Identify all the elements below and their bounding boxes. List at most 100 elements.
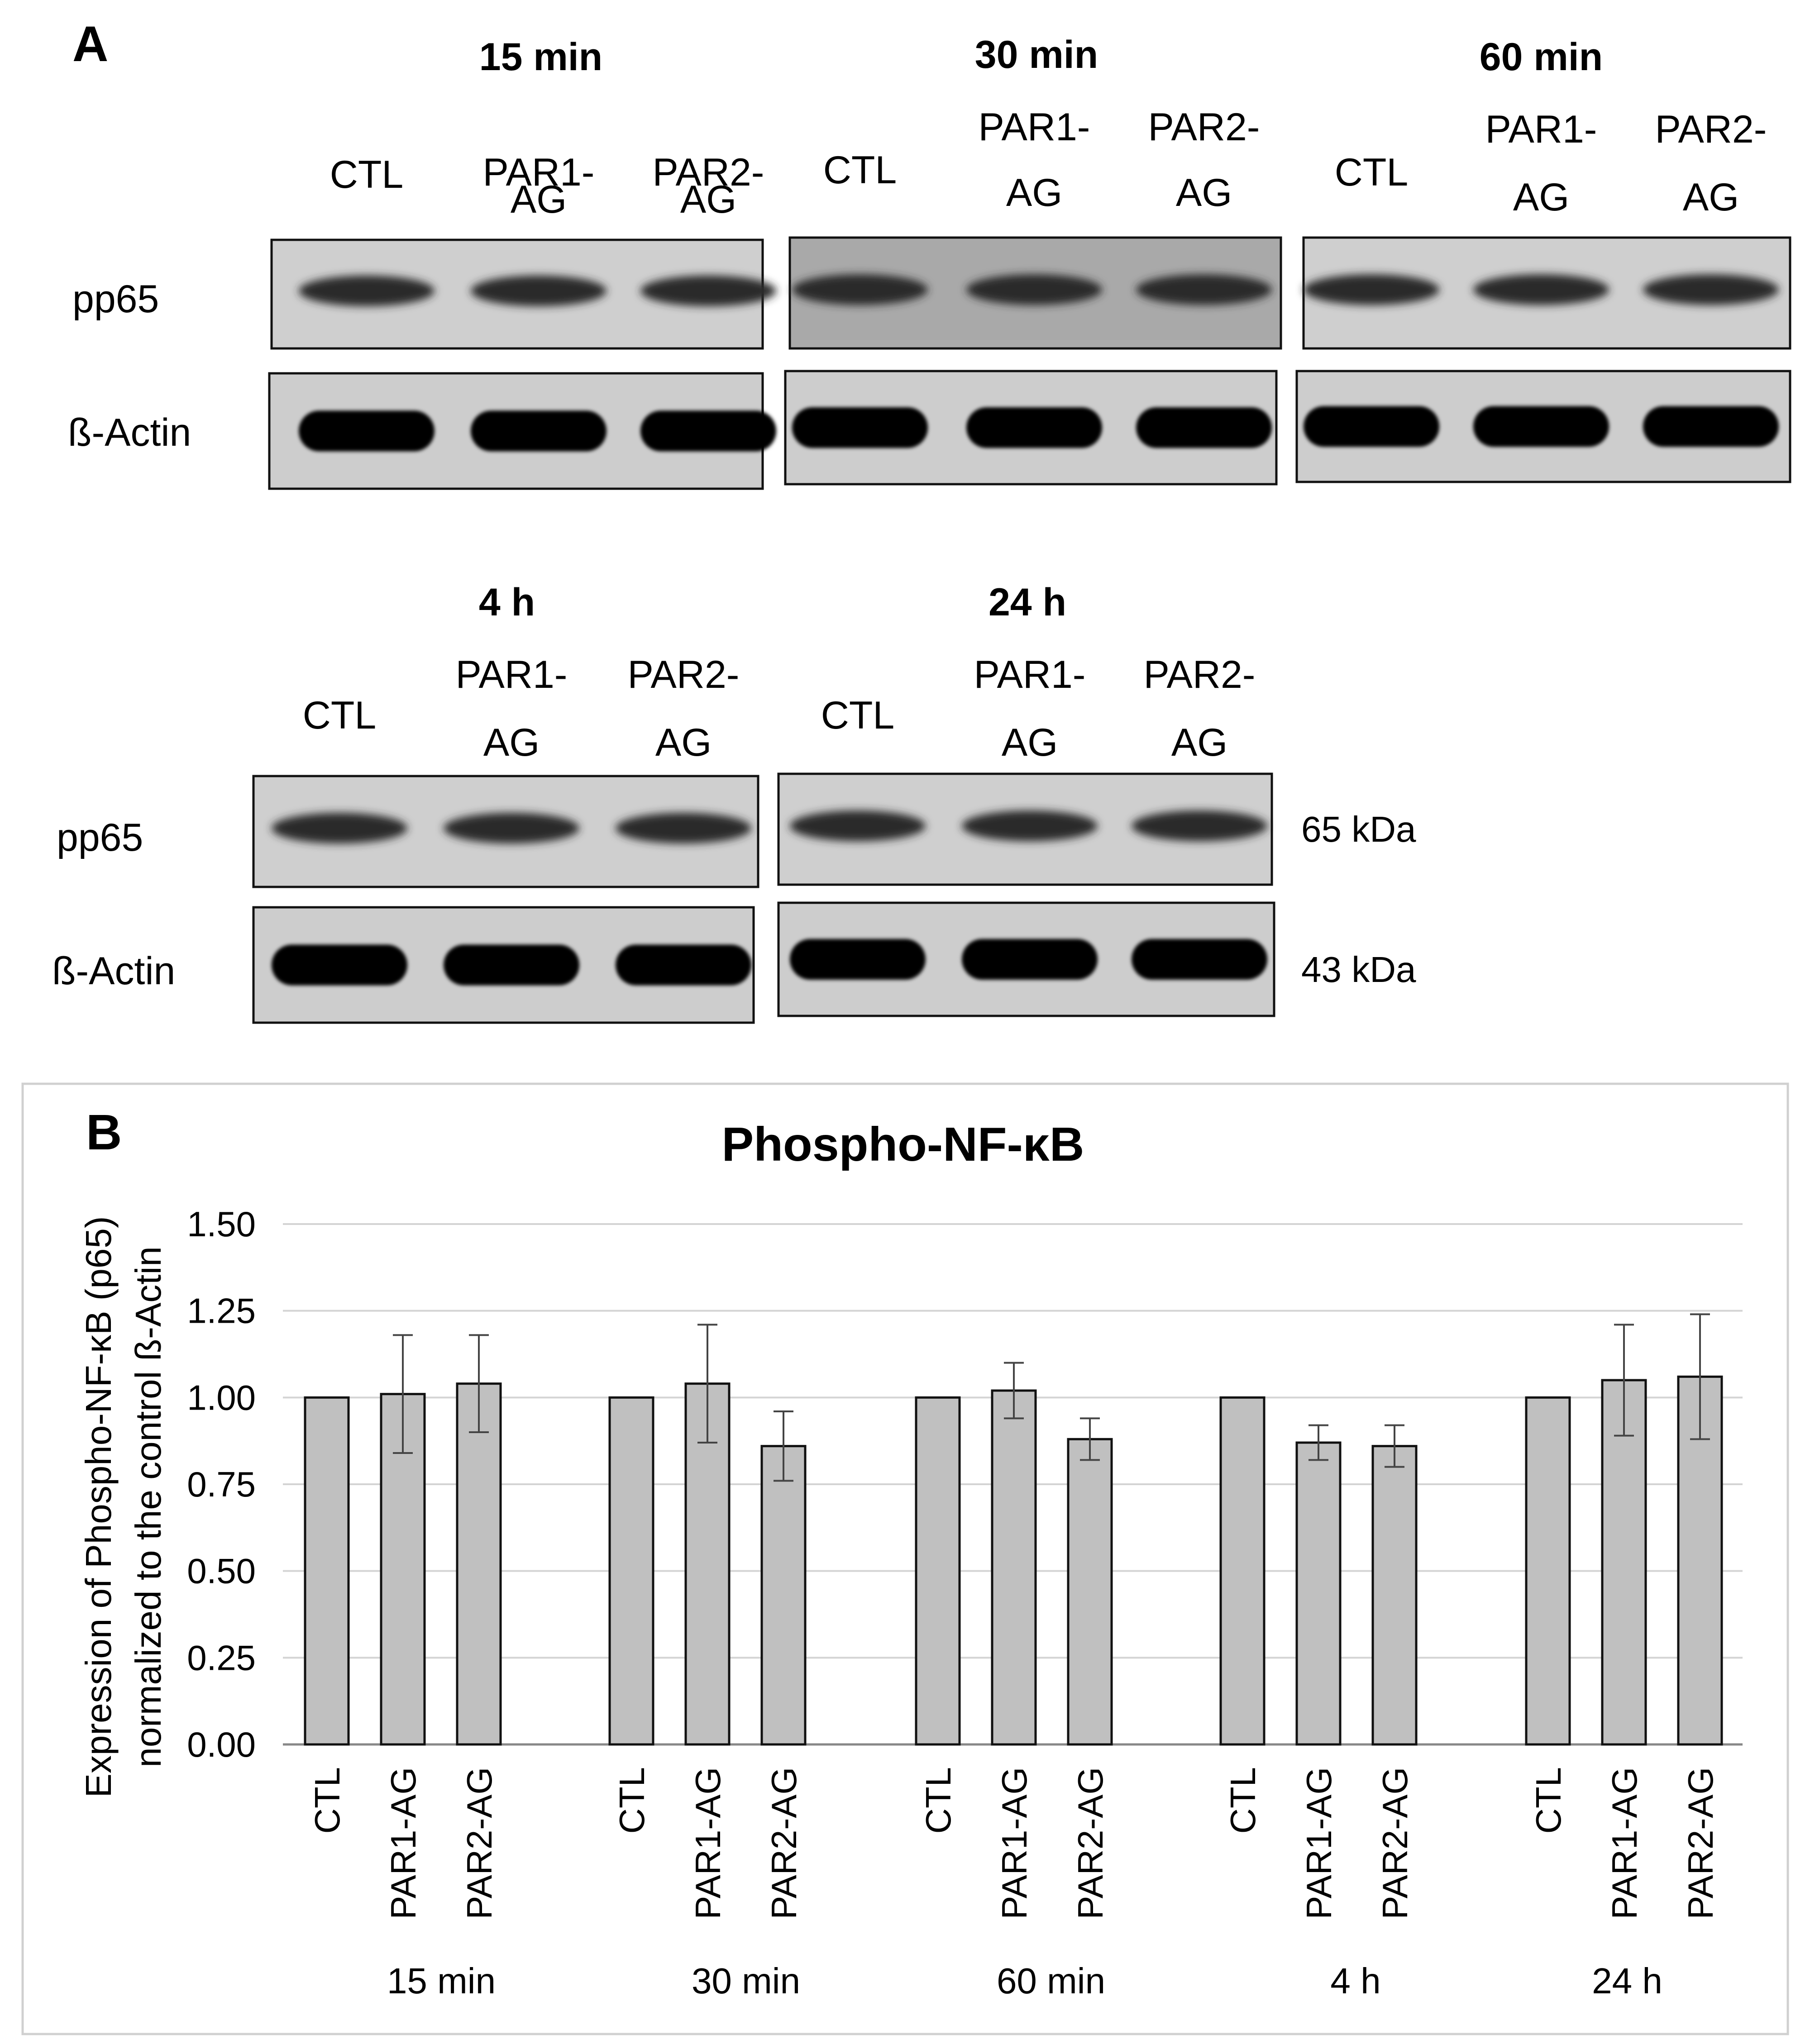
y-tick-label: 1.50 [187,1204,256,1244]
lane-label: PAR2- [1655,108,1767,151]
lane-label: CTL [303,694,376,737]
panel-b-frame [21,1082,1789,2035]
row-label-pp65-bottom: pp65 [57,816,143,859]
x-tick-label: PAR1-AG [383,1767,423,1920]
row-label-actin-top: ß-Actin [68,411,191,454]
lane-label: PAR1- [1485,108,1597,151]
lane-label: PAR1- [974,653,1086,696]
bar [684,1382,731,1746]
x-tick-label: PAR2-AG [1375,1767,1415,1920]
x-group-label: 30 min [692,1961,800,2001]
x-tick-label: CTL [918,1767,958,1834]
x-tick-label: CTL [1223,1767,1263,1834]
x-tick-label: CTL [307,1767,347,1834]
x-tick-label: PAR2-AG [764,1767,804,1920]
x-group-label: 24 h [1592,1961,1662,2001]
lane-label: PAR2- [1148,105,1260,149]
lane-label: AG [511,178,567,221]
panel-b-letter: B [86,1105,122,1160]
x-tick-label: CTL [612,1767,652,1834]
x-tick-label: PAR1-AG [1605,1767,1644,1920]
lane-label: CTL [330,153,403,196]
pp65-band [792,274,928,305]
lane-label: AG [655,721,712,764]
lane-label: AG [1683,176,1739,219]
chart-bars [304,1313,1723,1746]
panel-a-letter: A [72,16,108,72]
y-tick-label: 1.25 [187,1291,256,1331]
actin-band [640,410,776,452]
blot-time-label: 30 min [975,33,1098,76]
pp65-band [471,275,607,306]
row-label-pp65-top: pp65 [72,277,159,321]
pp65-band [299,275,435,306]
mw-label-43: 43 kDa [1301,949,1416,990]
x-tick-label: PAR1-AG [1299,1767,1339,1920]
actin-band [272,944,407,986]
lane-label: PAR1- [483,151,595,194]
actin-band [1304,406,1439,447]
x-tick-label: CTL [1528,1767,1568,1834]
mw-label-65: 65 kDa [1301,809,1416,849]
lane-label: PAR2- [653,151,764,194]
panel-b: B Phospho-NF-κB 0.00 0.25 0.50 0.75 1.00 1.25… [21,1082,1789,2035]
chart-title: Phospho-NF-κB [722,1118,1084,1171]
bar [608,1396,654,1746]
pp65-band [616,813,751,844]
bar [760,1445,807,1746]
lane-label: AG [1006,171,1062,214]
lane-label: AG [1176,171,1232,214]
actin-band [1643,406,1779,447]
pp65-band [272,813,407,844]
y-tick-label: 1.00 [187,1377,256,1417]
pp65-band [640,275,776,306]
lane-label: AG [1513,176,1569,219]
lane-label: AG [483,721,540,764]
actin-band [1473,406,1609,447]
actin-band [790,939,926,980]
lane-label: PAR1- [456,653,568,696]
actin-band [616,944,751,986]
blot-time-label: 15 min [479,35,602,79]
pp65-band [1643,274,1779,305]
bar [1295,1441,1342,1746]
y-tick-label: 0.00 [187,1725,256,1764]
bar [1525,1396,1571,1746]
lane-label: AG [1171,721,1227,764]
blot-time-label: 24 h [989,581,1066,624]
pp65-band [444,813,579,844]
lane-label: AG [1002,721,1058,764]
lane-label: PAR2- [1144,653,1256,696]
pp65-band [1132,810,1267,842]
actin-band [792,407,928,448]
x-tick-label: PAR2-AG [1070,1767,1110,1920]
y-tick-label: 0.50 [187,1551,256,1591]
bar [915,1396,961,1746]
lane-label: AG [680,178,736,221]
chart-ticks: 0.00 0.25 0.50 0.75 1.00 1.25 1.50 CTL PAR1-AG PA… [187,1204,1720,2001]
lane-label: CTL [823,148,897,192]
actin-band [1132,939,1267,980]
blot-time-label: 4 h [479,581,535,624]
bar [1067,1438,1113,1746]
y-axis-label-line1: Expression of Phospho-NF-κB (p65) [78,1216,119,1798]
blot-group: 24 h CTL PAR1- AG PAR2- AG [777,581,1275,1017]
pp65-band [966,274,1102,305]
bar [304,1396,350,1746]
blot-time-label: 60 min [1480,35,1603,79]
blot-group: 30 min CTL PAR1- AG PAR2- AG [784,33,1282,486]
x-group-label: 60 min [997,1961,1105,2001]
y-tick-label: 0.75 [187,1464,256,1504]
blot-group: 4 h CTL PAR1- AG PAR2- AG [252,581,759,1024]
lane-label: CTL [821,694,894,737]
lane-label: CTL [1335,151,1408,194]
bar [456,1382,502,1746]
y-axis-label-line2: normalized to the control ß-Actin [128,1246,168,1768]
actin-band [299,410,435,452]
pp65-band [1136,274,1272,305]
x-tick-label: PAR1-AG [994,1767,1034,1920]
row-label-actin-bottom: ß-Actin [52,949,175,993]
